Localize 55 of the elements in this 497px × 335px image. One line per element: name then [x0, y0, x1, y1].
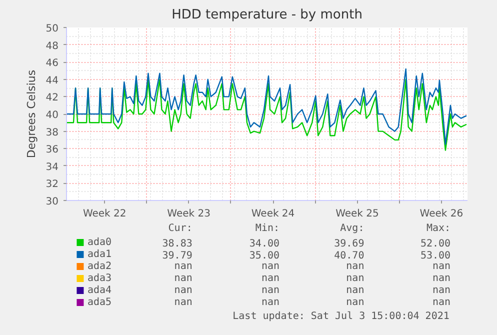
text: Cur: — [168, 223, 192, 234]
text: nan — [432, 285, 451, 296]
y-tick-label: 34 — [46, 162, 59, 173]
y-tick-label: 48 — [46, 40, 59, 52]
text: nan — [432, 273, 451, 284]
text: 38.83 — [162, 238, 192, 250]
legend-label: ada0 — [87, 237, 112, 248]
text: nan — [346, 261, 364, 272]
legend-label: ada3 — [87, 273, 112, 284]
y-tick-label: 40 — [46, 110, 59, 121]
y-tick-label: 44 — [46, 75, 59, 86]
text: Last update: Sat Jul 3 15:00:04 2021 — [232, 311, 450, 322]
x-tick-label: Week 25 — [336, 208, 379, 220]
text: nan — [432, 297, 451, 308]
text: 35.00 — [249, 250, 280, 262]
y-axis-title: Degrees Celsius — [24, 70, 38, 158]
text: nan — [261, 261, 280, 272]
text: nan — [174, 273, 192, 284]
y-tick-label: 30 — [46, 196, 59, 208]
y-tick-label: 42 — [46, 92, 59, 104]
x-tick-label: Week 22 — [82, 208, 126, 220]
y-tick-label: 32 — [46, 179, 59, 190]
text: 40.70 — [334, 250, 364, 262]
y-tick-label: 50 — [46, 24, 59, 34]
y-tick-label: 36 — [46, 144, 59, 156]
text: nan — [261, 273, 280, 284]
text: nan — [174, 261, 192, 272]
legend-label: ada2 — [87, 261, 112, 272]
line-series — [66, 78, 468, 151]
y-tick-label: 46 — [46, 58, 59, 70]
x-tick-label: Week 23 — [167, 208, 210, 220]
text: 39.79 — [162, 250, 192, 262]
text: nan — [174, 297, 192, 308]
y-tick-label: 38 — [46, 127, 59, 138]
chart-title: HDD temperature - by month — [172, 8, 362, 22]
text: nan — [346, 273, 364, 284]
text: nan — [432, 261, 451, 272]
text: nan — [346, 285, 364, 296]
line-series — [66, 68, 468, 145]
text: Avg: — [340, 223, 364, 234]
legend-label: ada4 — [87, 285, 112, 296]
x-tick-label: Week 24 — [251, 208, 295, 220]
text: nan — [174, 285, 192, 296]
legend-label: ada1 — [87, 249, 112, 260]
text: 34.00 — [249, 238, 280, 250]
legend-label: ada5 — [87, 297, 112, 308]
text: 53.00 — [420, 250, 451, 262]
text: nan — [346, 297, 364, 308]
x-tick-label: Week 26 — [420, 208, 464, 220]
text: Min: — [255, 223, 280, 234]
text: 52.00 — [420, 238, 451, 250]
text: Max: — [426, 223, 451, 234]
text: 39.69 — [334, 238, 364, 250]
text: nan — [261, 285, 280, 296]
text: nan — [261, 297, 280, 308]
